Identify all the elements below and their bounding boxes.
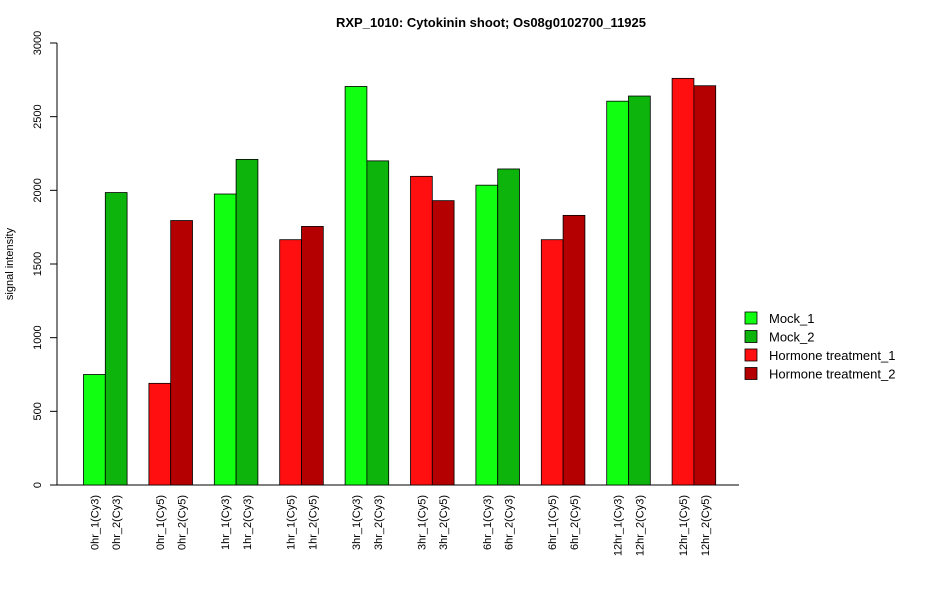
bar	[83, 374, 106, 486]
x-tick-label: 1hr_1(Cy5)	[286, 495, 298, 550]
legend-swatch	[744, 311, 758, 325]
x-tick-label: 12hr_1(Cy5)	[678, 495, 690, 556]
x-tick-label: 3hr_1(Cy5)	[416, 495, 428, 550]
x-tick-label: 12hr_2(Cy5)	[700, 495, 712, 556]
bar	[540, 239, 564, 486]
bar	[606, 100, 629, 486]
bar	[410, 175, 433, 486]
bar	[279, 239, 302, 486]
x-tick-label: 12hr_1(Cy3)	[613, 495, 625, 556]
bar	[344, 86, 368, 486]
x-tick-label: 3hr_1(Cy3)	[351, 495, 363, 550]
bar	[497, 168, 520, 486]
y-tick-label: 1000	[32, 325, 44, 349]
y-tick-label: 1500	[32, 252, 44, 276]
x-tick-label: 12hr_2(Cy3)	[634, 495, 646, 556]
legend-swatch	[744, 330, 758, 343]
x-tick-label: 0hr_1(Cy5)	[155, 495, 167, 550]
y-tick-label: 2500	[32, 104, 44, 128]
y-axis-label: signal intensity	[4, 227, 16, 300]
bar	[693, 85, 717, 486]
y-tick-label: 0	[32, 482, 44, 488]
bar	[628, 95, 651, 486]
bar	[235, 158, 259, 486]
bar	[213, 193, 237, 486]
x-tick-label: 3hr_2(Cy5)	[438, 495, 450, 550]
bar	[475, 184, 499, 486]
bar	[562, 214, 586, 486]
x-tick-label: 6hr_1(Cy3)	[482, 495, 494, 550]
bar	[431, 200, 455, 486]
legend-swatch	[744, 348, 758, 362]
bars-group	[83, 77, 717, 486]
x-tick-label: 3hr_2(Cy3)	[373, 495, 385, 550]
bar	[104, 192, 128, 486]
y-tick-label: 3000	[32, 31, 44, 55]
bar	[366, 160, 390, 486]
x-tick-label: 0hr_1(Cy3)	[89, 495, 101, 550]
chart-title: RXP_1010: Cytokinin shoot; Os08g0102700_…	[336, 15, 646, 30]
legend: Mock_1 Mock_2 Hormone treatment_1 Hormone t…	[744, 311, 895, 382]
x-tick-labels: 0hr_1(Cy3) 0hr_2(Cy3) 0hr_1(Cy5) 0hr_2(Cy5)…	[89, 495, 711, 556]
bar	[170, 220, 193, 486]
x-tick-label: 1hr_1(Cy3)	[220, 495, 232, 550]
x-tick-label: 1hr_2(Cy5)	[307, 495, 319, 550]
legend-label: Mock_1	[769, 311, 815, 326]
bar	[301, 226, 324, 486]
legend-label: Hormone treatment_1	[769, 348, 895, 363]
x-tick-label: 0hr_2(Cy3)	[111, 495, 123, 550]
x-tick-label: 6hr_2(Cy5)	[569, 495, 581, 550]
x-tick-label: 6hr_1(Cy5)	[547, 495, 559, 550]
y-axis: 0 500 1000 1500 2000 2500 3000	[32, 31, 739, 488]
legend-swatch	[744, 367, 758, 380]
legend-label: Hormone treatment_2	[769, 367, 895, 382]
x-tick-label: 1hr_2(Cy3)	[242, 495, 254, 550]
x-tick-label: 6hr_2(Cy3)	[504, 495, 516, 550]
bar	[148, 382, 172, 486]
bar	[671, 77, 695, 486]
y-tick-label: 2000	[32, 178, 44, 202]
y-tick-label: 500	[32, 402, 44, 420]
x-tick-label: 0hr_2(Cy5)	[177, 495, 189, 550]
legend-label: Mock_2	[769, 330, 815, 345]
